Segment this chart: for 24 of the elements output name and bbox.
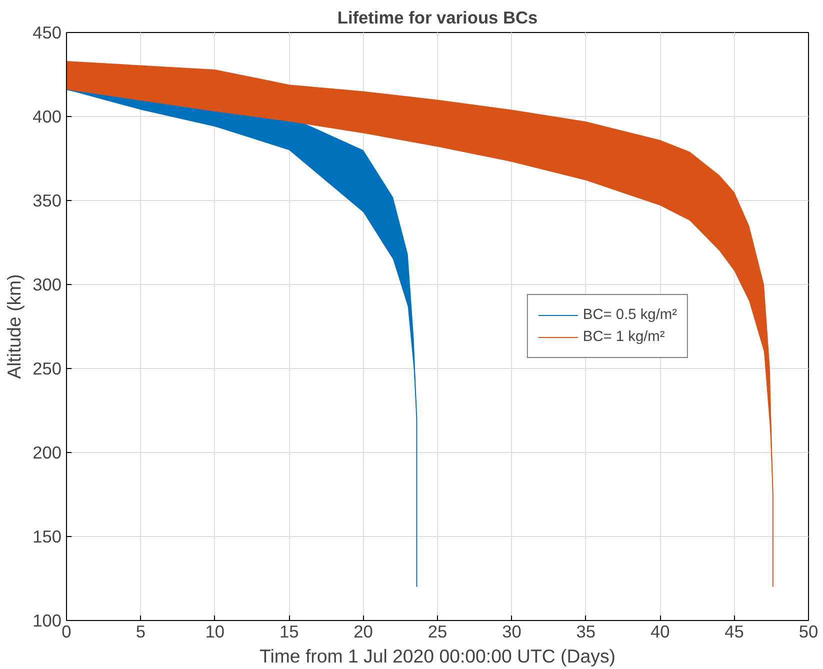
chart-title: Lifetime for various BCs xyxy=(337,8,538,28)
x-tick-label: 40 xyxy=(650,622,670,642)
x-tick-label: 10 xyxy=(205,622,225,642)
y-tick-label: 200 xyxy=(32,442,62,462)
legend-label: BC= 1 kg/m² xyxy=(582,329,665,345)
x-tick-label: 5 xyxy=(136,622,146,642)
x-axis-title: Time from 1 Jul 2020 00:00:00 UTC (Days) xyxy=(260,646,616,666)
x-tick-label: 20 xyxy=(354,622,373,642)
x-tick-label: 45 xyxy=(724,622,744,642)
legend-label: BC= 0.5 kg/m² xyxy=(582,307,677,323)
y-tick-label: 350 xyxy=(32,190,62,210)
x-tick-label: 50 xyxy=(798,622,818,642)
y-tick-label: 400 xyxy=(32,106,62,126)
y-tick-label: 300 xyxy=(32,274,62,294)
x-tick-label: 15 xyxy=(279,622,299,642)
y-tick-label: 100 xyxy=(32,610,62,630)
x-tick-label: 0 xyxy=(62,622,72,642)
y-tick-label: 150 xyxy=(32,526,62,546)
x-tick-label: 30 xyxy=(502,622,522,642)
x-tick-label: 35 xyxy=(576,622,596,642)
y-tick-label: 450 xyxy=(32,22,62,42)
y-axis-title: Altitude (km) xyxy=(4,274,25,379)
x-tick-label: 25 xyxy=(428,622,448,642)
y-tick-label: 250 xyxy=(32,358,62,378)
